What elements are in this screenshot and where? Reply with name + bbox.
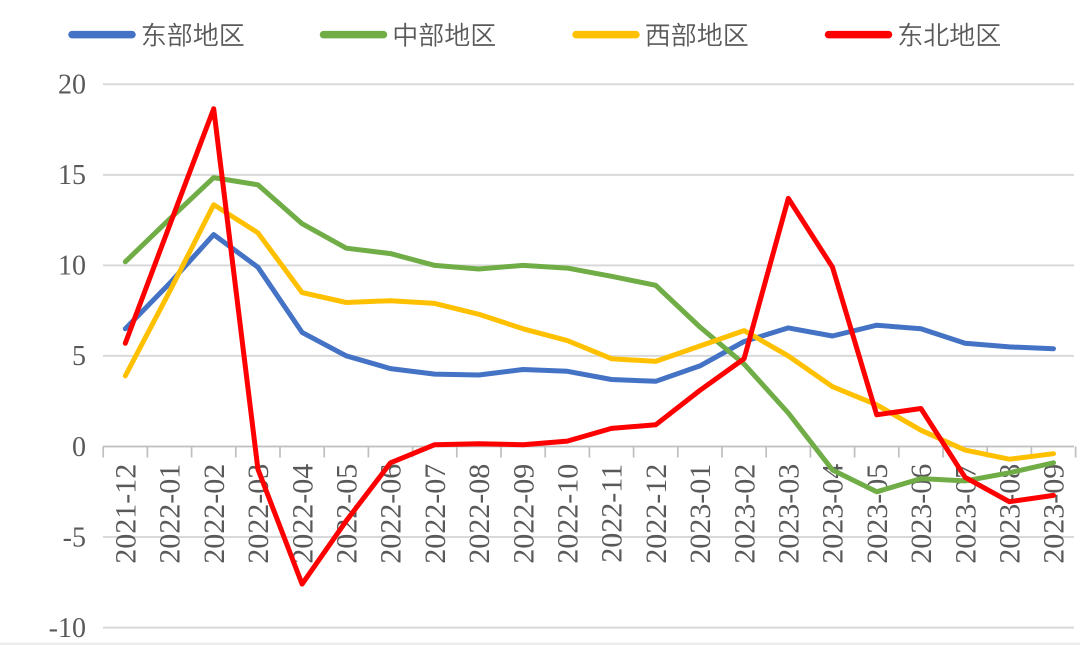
svg-text:2022-12: 2022-12 [640, 464, 673, 564]
svg-text:2022-10: 2022-10 [552, 464, 585, 564]
svg-text:2022-02: 2022-02 [198, 464, 231, 564]
svg-text:2022-09: 2022-09 [507, 464, 540, 564]
svg-text:10: 10 [58, 251, 86, 282]
svg-text:2021-12: 2021-12 [110, 464, 143, 564]
svg-text:2023-02: 2023-02 [728, 464, 761, 564]
svg-text:2022-03: 2022-03 [242, 464, 275, 564]
svg-text:5: 5 [72, 341, 86, 372]
svg-text:2023-05: 2023-05 [861, 464, 894, 564]
svg-text:15: 15 [58, 160, 86, 191]
svg-text:2023-09: 2023-09 [1038, 464, 1071, 564]
svg-text:20: 20 [58, 70, 86, 101]
svg-text:-5: -5 [63, 522, 86, 553]
svg-text:2022-05: 2022-05 [331, 464, 364, 564]
svg-text:0: 0 [72, 432, 86, 463]
svg-text:2022-07: 2022-07 [419, 464, 452, 564]
svg-text:2023-03: 2023-03 [773, 464, 806, 564]
svg-text:2022-06: 2022-06 [375, 464, 408, 564]
svg-text:2022-08: 2022-08 [463, 464, 496, 564]
svg-text:2022-11: 2022-11 [596, 464, 629, 563]
svg-text:2023-01: 2023-01 [684, 464, 717, 564]
svg-text:2023-04: 2023-04 [817, 464, 850, 564]
svg-text:-10: -10 [49, 613, 86, 644]
svg-text:2022-01: 2022-01 [154, 464, 187, 564]
svg-text:2023-08: 2023-08 [994, 464, 1027, 564]
svg-text:2022-04: 2022-04 [286, 464, 319, 564]
